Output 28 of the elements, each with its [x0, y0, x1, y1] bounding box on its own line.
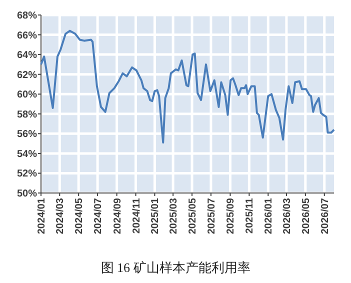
y-tick-label: 58%: [16, 109, 38, 120]
y-tick-label: 56%: [16, 129, 38, 140]
x-tick-label: 2025/03: [168, 198, 180, 234]
y-tick-label: 64%: [16, 50, 38, 62]
x-tick-label: 2024/05: [74, 198, 86, 234]
y-tick-label: 66%: [16, 30, 38, 42]
line-series: [40, 30, 335, 144]
y-tick-label: 68%: [16, 10, 38, 22]
x-tick-label: 2024/07: [93, 198, 104, 234]
x-tick-label: 2024/09: [112, 198, 124, 234]
x-tick-label: 2025/11: [244, 198, 256, 234]
x-tick-label: 2026/07: [320, 198, 331, 234]
x-tick-label: 2024/03: [55, 198, 66, 234]
x-tick-label: 2026/01: [264, 198, 275, 234]
x-tick-label: 2024/11: [131, 198, 142, 234]
x-tick-label: 2025/05: [188, 198, 199, 234]
text: 图 16 矿山样本产能利用率: [100, 260, 250, 275]
x-tick-label: 2025/01: [150, 198, 162, 234]
x-tick-label: 2025/09: [226, 198, 237, 234]
x-tick-label: 2024/01: [36, 198, 48, 234]
y-tick-label: 54%: [16, 148, 38, 160]
x-tick-label: 2025/07: [206, 198, 218, 234]
y-tick-label: 52%: [16, 168, 38, 180]
y-tick-label: 62%: [16, 70, 38, 81]
x-tick-label: 2026/03: [282, 198, 293, 234]
y-tick-label: 50%: [16, 188, 38, 200]
x-tick-label: 2026/05: [300, 198, 312, 234]
y-tick-label: 60%: [16, 90, 38, 101]
